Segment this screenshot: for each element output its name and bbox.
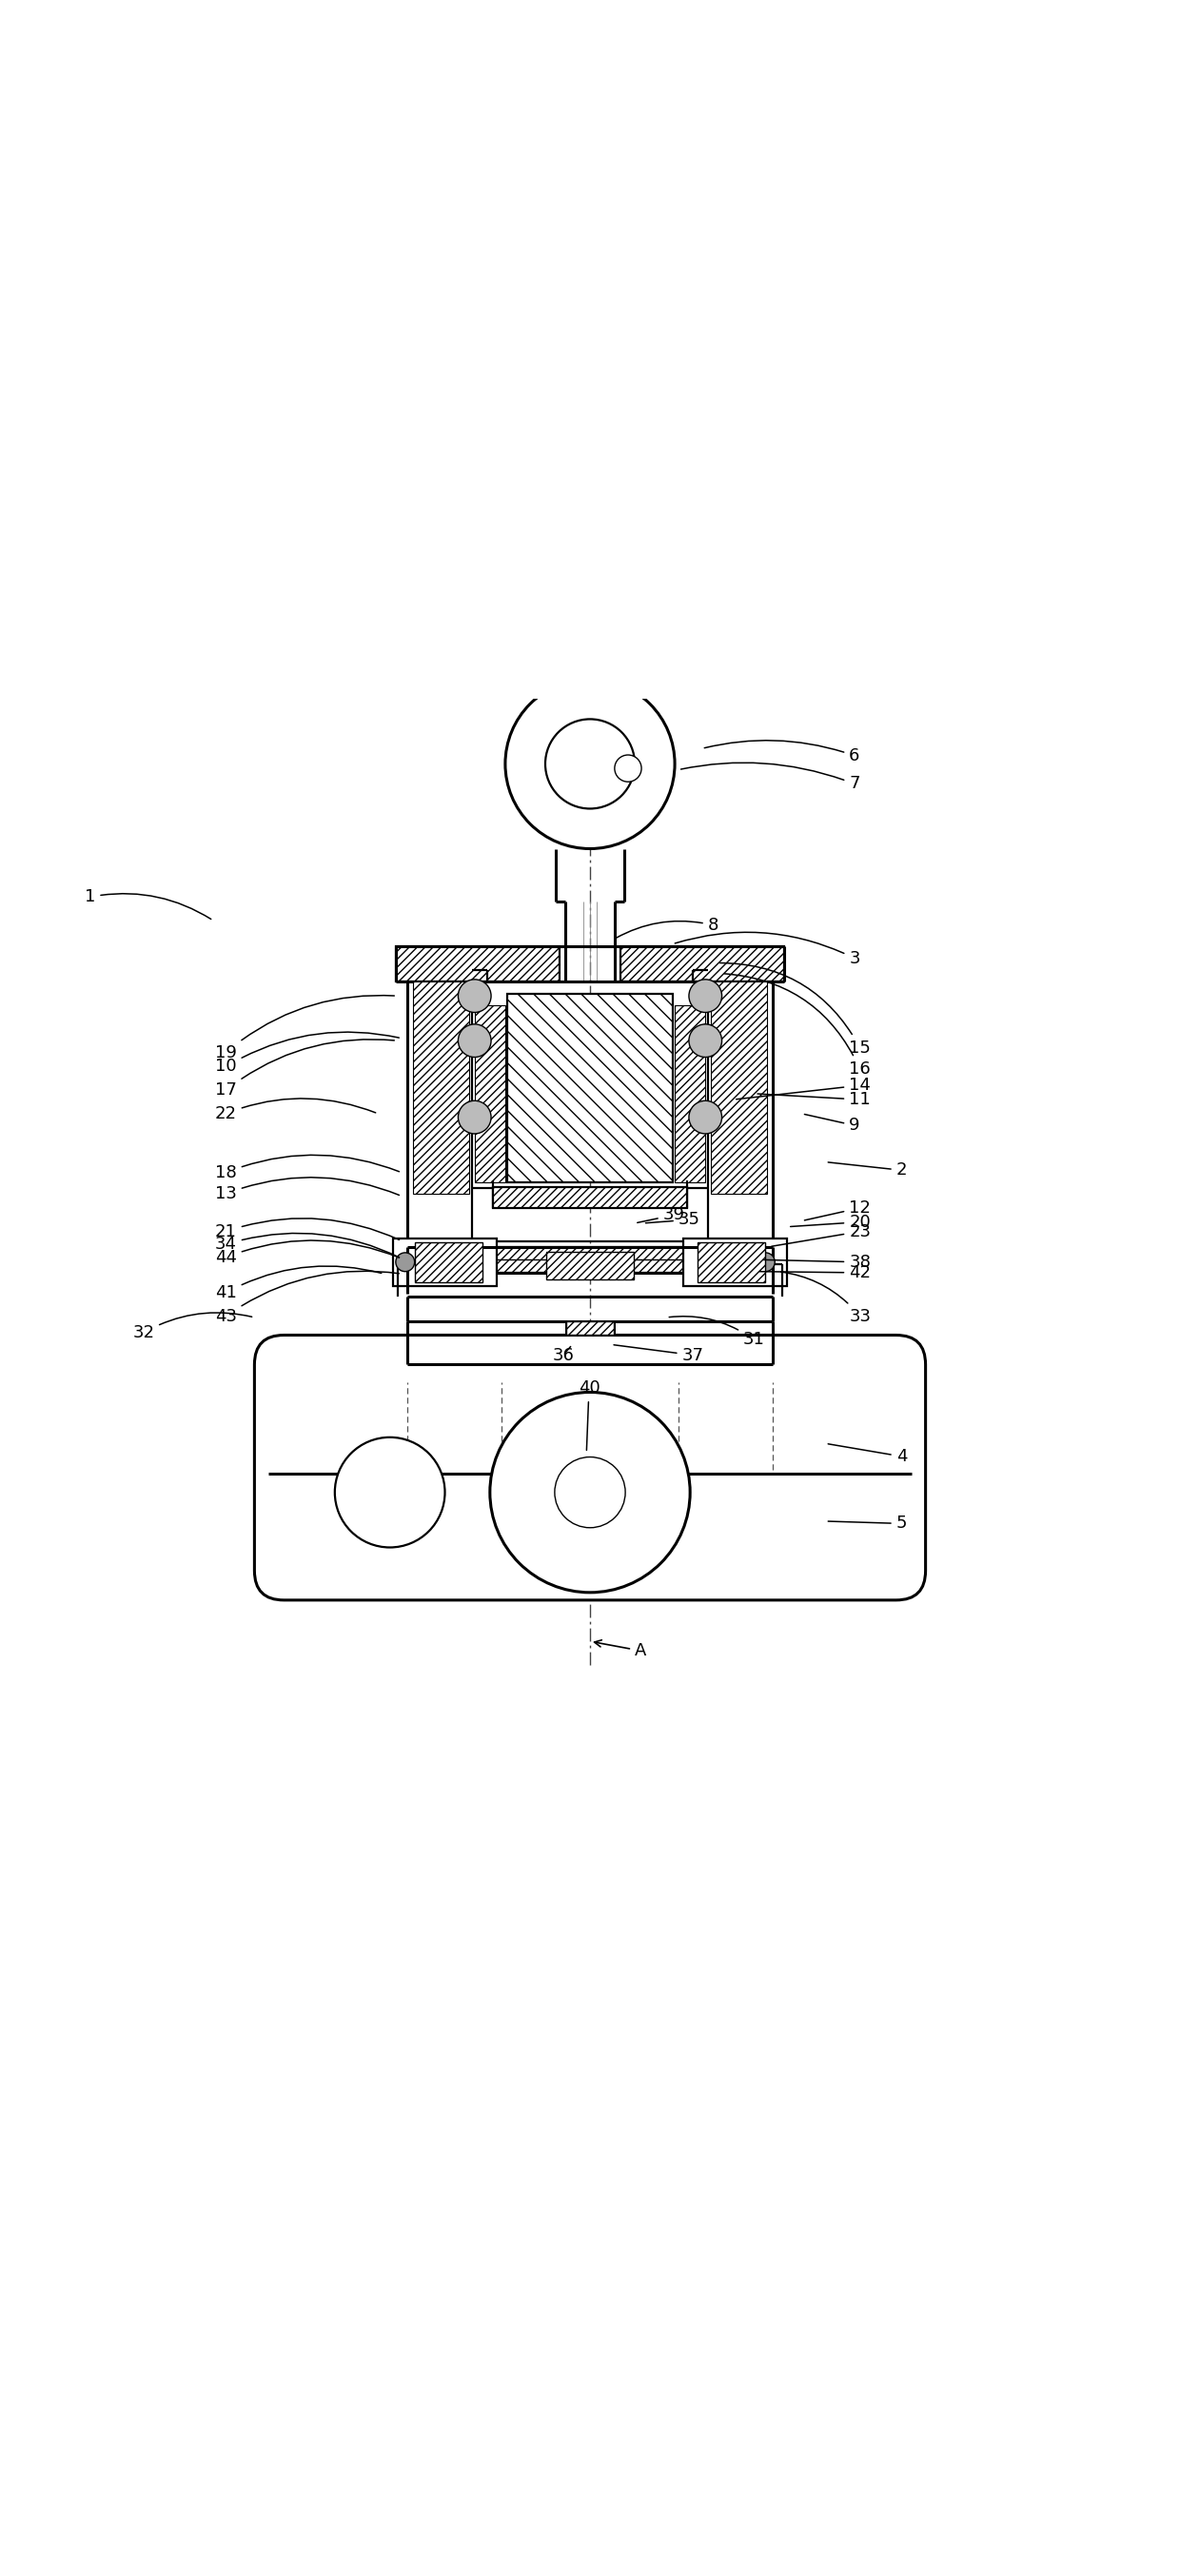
Text: 34: 34 <box>215 1234 399 1257</box>
Text: 18: 18 <box>215 1154 399 1182</box>
Circle shape <box>689 979 722 1012</box>
Bar <box>683 1239 787 1285</box>
Bar <box>474 1005 505 1182</box>
Text: 37: 37 <box>614 1345 703 1363</box>
Bar <box>414 1242 483 1283</box>
Circle shape <box>505 680 675 848</box>
Circle shape <box>395 1252 414 1273</box>
Text: 40: 40 <box>578 1381 599 1450</box>
Text: 12: 12 <box>805 1200 871 1221</box>
Circle shape <box>733 1252 752 1273</box>
Bar <box>675 1005 706 1182</box>
Bar <box>712 981 767 1193</box>
Text: 7: 7 <box>681 762 860 793</box>
Text: 32: 32 <box>132 1314 251 1342</box>
Bar <box>393 1239 497 1285</box>
Text: 17: 17 <box>215 1038 394 1100</box>
Circle shape <box>756 1252 775 1273</box>
Circle shape <box>709 1252 728 1273</box>
Text: 16: 16 <box>725 974 871 1077</box>
Circle shape <box>458 1025 491 1056</box>
Text: 44: 44 <box>215 1242 399 1265</box>
Text: 36: 36 <box>552 1347 575 1363</box>
Text: 11: 11 <box>758 1092 871 1108</box>
Circle shape <box>458 1100 491 1133</box>
FancyBboxPatch shape <box>255 1334 925 1600</box>
Text: 8: 8 <box>616 917 719 938</box>
Text: 33: 33 <box>781 1273 871 1324</box>
Text: 9: 9 <box>805 1115 860 1133</box>
Text: 20: 20 <box>791 1213 871 1231</box>
Text: 15: 15 <box>720 963 871 1056</box>
Text: 19: 19 <box>215 994 394 1061</box>
Bar <box>493 1188 687 1208</box>
Text: 10: 10 <box>215 1033 399 1074</box>
Text: 2: 2 <box>828 1162 907 1180</box>
Bar <box>697 1242 766 1283</box>
Bar <box>413 981 468 1193</box>
Circle shape <box>689 1025 722 1056</box>
Bar <box>507 994 673 1182</box>
Text: 41: 41 <box>215 1265 381 1301</box>
Circle shape <box>335 1437 445 1548</box>
Text: 42: 42 <box>760 1265 871 1280</box>
Circle shape <box>555 1458 625 1528</box>
Circle shape <box>490 1391 690 1592</box>
Text: 1: 1 <box>85 889 211 920</box>
Text: 4: 4 <box>828 1445 907 1466</box>
Text: A: A <box>595 1641 647 1659</box>
Text: 43: 43 <box>215 1270 399 1324</box>
Text: 6: 6 <box>704 739 860 765</box>
Text: 23: 23 <box>772 1224 871 1247</box>
Text: 39: 39 <box>637 1206 684 1224</box>
Text: 22: 22 <box>215 1097 375 1123</box>
Circle shape <box>442 1252 461 1273</box>
Text: 13: 13 <box>215 1177 399 1203</box>
Text: 38: 38 <box>763 1255 871 1270</box>
Text: 5: 5 <box>828 1515 907 1533</box>
Bar <box>621 945 785 981</box>
Text: 35: 35 <box>645 1211 700 1229</box>
Circle shape <box>419 1252 438 1273</box>
Circle shape <box>545 719 635 809</box>
Circle shape <box>458 979 491 1012</box>
Text: 31: 31 <box>669 1316 765 1347</box>
Text: 14: 14 <box>736 1077 871 1100</box>
Circle shape <box>689 1100 722 1133</box>
Bar <box>472 1247 708 1273</box>
Circle shape <box>615 755 642 781</box>
Bar <box>566 1321 614 1334</box>
Bar <box>395 945 559 981</box>
Text: 21: 21 <box>215 1218 399 1239</box>
Bar <box>546 1252 634 1280</box>
Text: 3: 3 <box>675 933 860 966</box>
